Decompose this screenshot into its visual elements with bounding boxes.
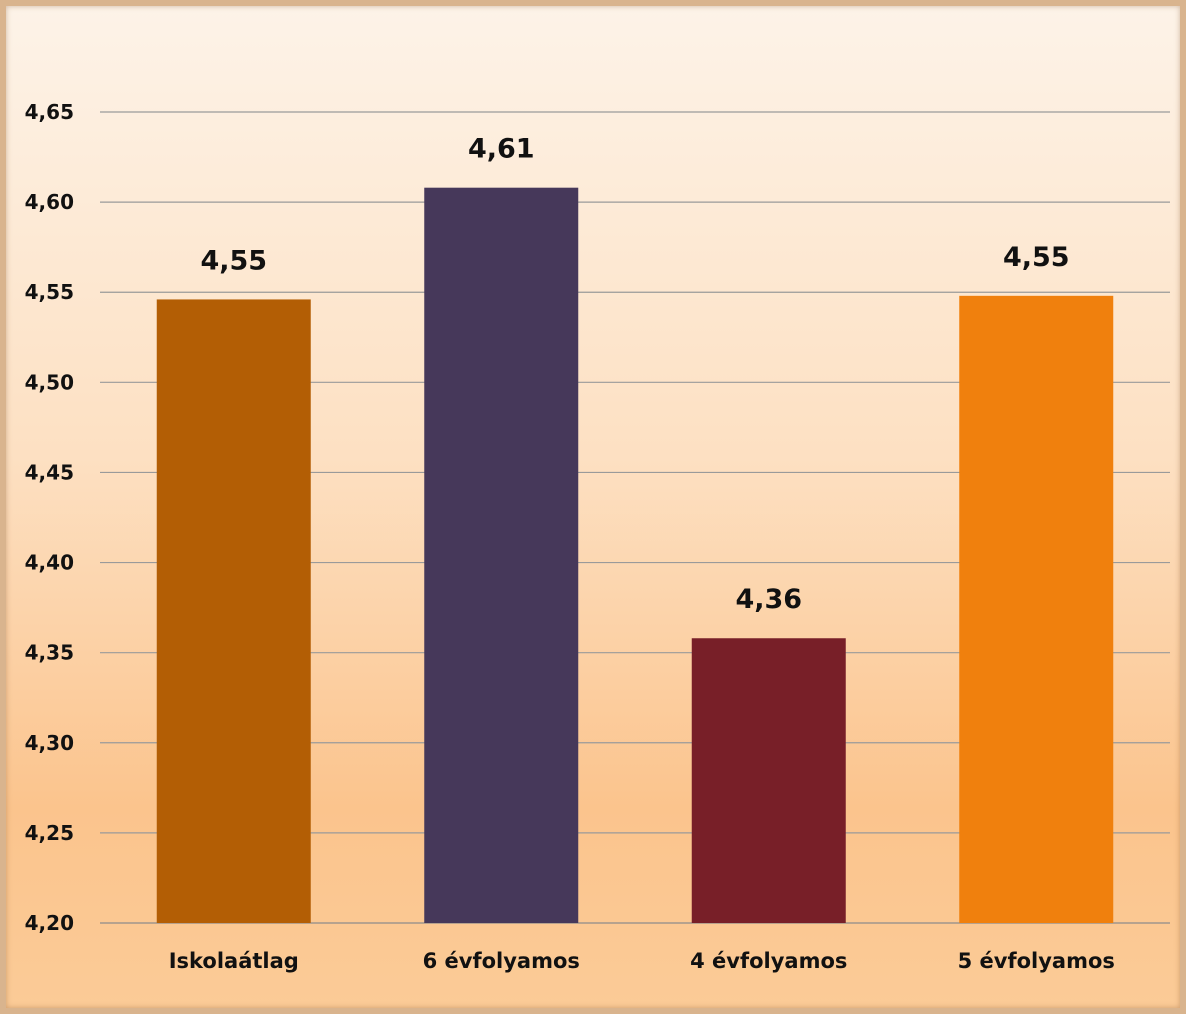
data-label: 4,61	[468, 134, 535, 165]
y-tick-label: 4,60	[25, 190, 74, 214]
x-category-label: 4 évfolyamos	[690, 949, 847, 973]
y-tick-label: 4,40	[25, 551, 74, 575]
bar	[156, 299, 311, 923]
y-tick-label: 4,30	[25, 731, 74, 755]
bar-chart: 4,20 4,25 4,30 4,35 4,40 4,45 4,50 4,55 4,60 4,65…	[25, 100, 1170, 973]
x-axis-category-labels: Iskolaátlag 6 évfolyamos 4 évfolyamos 5 évf…	[169, 949, 1115, 973]
y-axis-tick-labels: 4,20 4,25 4,30 4,35 4,40 4,45 4,50 4,55 4,60 4,65	[25, 100, 74, 935]
x-category-label: 5 évfolyamos	[958, 949, 1115, 973]
y-tick-label: 4,55	[25, 280, 74, 304]
data-label: 4,36	[735, 584, 802, 615]
bar	[691, 638, 846, 923]
y-tick-label: 4,20	[25, 911, 74, 935]
y-tick-label: 4,45	[25, 460, 74, 484]
bar	[959, 295, 1114, 923]
y-tick-label: 4,65	[25, 100, 74, 124]
x-category-label: Iskolaátlag	[169, 949, 299, 973]
y-tick-label: 4,25	[25, 821, 74, 845]
data-label: 4,55	[1003, 242, 1070, 273]
data-label: 4,55	[200, 245, 267, 276]
bar	[424, 187, 579, 923]
data-labels: 4,55 4,61 4,36 4,55	[200, 134, 1069, 616]
x-category-label: 6 évfolyamos	[423, 949, 580, 973]
bars	[156, 187, 1114, 923]
y-tick-label: 4,50	[25, 370, 74, 394]
y-tick-label: 4,35	[25, 641, 74, 665]
chart-frame: 4,20 4,25 4,30 4,35 4,40 4,45 4,50 4,55 4,60 4,65…	[6, 6, 1180, 1008]
